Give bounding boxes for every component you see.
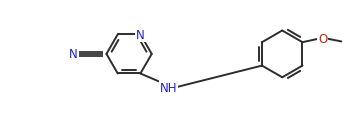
Text: NH: NH — [160, 82, 177, 95]
Text: O: O — [318, 33, 327, 46]
Text: N: N — [69, 48, 78, 61]
Text: N: N — [136, 29, 145, 41]
